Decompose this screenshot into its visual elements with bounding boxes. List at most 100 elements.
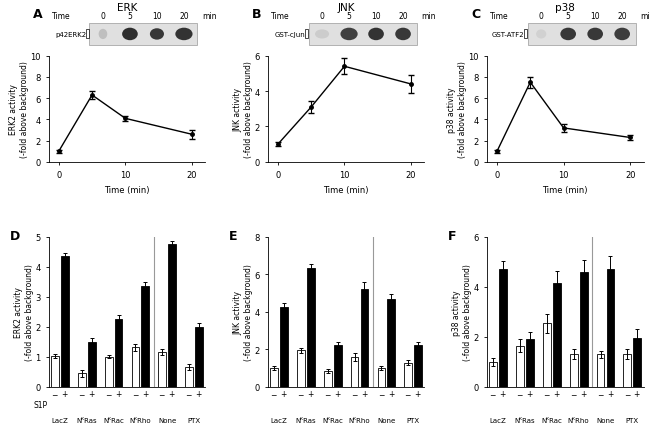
Bar xyxy=(489,362,497,387)
Y-axis label: JNK activity
(-fold above background): JNK activity (-fold above background) xyxy=(233,264,253,360)
Text: C: C xyxy=(471,8,480,22)
Text: NᴷRas: NᴷRas xyxy=(515,417,536,423)
Text: min: min xyxy=(421,12,436,21)
Bar xyxy=(623,355,631,387)
Text: PTX: PTX xyxy=(407,417,420,423)
Bar xyxy=(270,368,278,387)
Bar xyxy=(526,340,534,387)
Text: NᴷRac: NᴷRac xyxy=(322,417,343,423)
Text: E: E xyxy=(229,230,237,243)
Bar xyxy=(580,272,588,387)
X-axis label: Time (min): Time (min) xyxy=(104,185,150,194)
Bar xyxy=(195,327,203,387)
Text: NᴷRas: NᴷRas xyxy=(77,417,97,423)
Text: PTX: PTX xyxy=(626,417,639,423)
Text: 0: 0 xyxy=(539,12,543,21)
Ellipse shape xyxy=(341,29,358,41)
Bar xyxy=(305,31,308,40)
Text: 20: 20 xyxy=(179,12,188,21)
Text: Time: Time xyxy=(490,12,509,21)
Bar xyxy=(131,347,139,387)
Bar xyxy=(553,283,561,387)
Text: D: D xyxy=(10,230,20,243)
Bar xyxy=(378,368,385,387)
Text: NᴷRas: NᴷRas xyxy=(296,417,316,423)
Text: NᴷRho: NᴷRho xyxy=(129,417,151,423)
Bar xyxy=(597,355,604,387)
Text: GST-ATF2: GST-ATF2 xyxy=(492,32,525,38)
Title: p38: p38 xyxy=(555,3,575,13)
Bar xyxy=(159,353,166,387)
Bar xyxy=(90,24,198,46)
Bar xyxy=(86,31,89,40)
Bar xyxy=(309,24,417,46)
Text: Time: Time xyxy=(271,12,290,21)
Text: min: min xyxy=(202,12,216,21)
Text: NᴷRho: NᴷRho xyxy=(348,417,370,423)
Title: ERK: ERK xyxy=(117,3,137,13)
Y-axis label: ERK2 activity
(-fold above background): ERK2 activity (-fold above background) xyxy=(9,61,29,158)
Text: Time: Time xyxy=(52,12,70,21)
Text: LacZ: LacZ xyxy=(489,417,506,423)
Text: min: min xyxy=(640,12,650,21)
Ellipse shape xyxy=(614,29,630,41)
Text: GST-cJun: GST-cJun xyxy=(275,32,306,38)
Ellipse shape xyxy=(536,31,546,40)
Text: S1P: S1P xyxy=(33,400,47,409)
Bar xyxy=(51,356,59,387)
Bar xyxy=(414,345,422,387)
Ellipse shape xyxy=(560,29,576,41)
Ellipse shape xyxy=(150,29,164,40)
Text: 5: 5 xyxy=(346,12,352,21)
Bar xyxy=(307,268,315,387)
Y-axis label: p38 activity
(-fold above background): p38 activity (-fold above background) xyxy=(447,61,467,158)
Bar xyxy=(570,355,578,387)
X-axis label: Time (min): Time (min) xyxy=(543,185,588,194)
Ellipse shape xyxy=(395,29,411,41)
Text: None: None xyxy=(377,417,395,423)
Bar xyxy=(499,270,507,387)
Text: 10: 10 xyxy=(590,12,600,21)
Ellipse shape xyxy=(369,29,384,41)
Bar xyxy=(168,244,176,387)
Ellipse shape xyxy=(176,29,192,41)
X-axis label: Time (min): Time (min) xyxy=(324,185,369,194)
Bar xyxy=(528,24,636,46)
Bar xyxy=(297,350,305,387)
Bar xyxy=(114,319,122,387)
Text: 20: 20 xyxy=(618,12,627,21)
Text: F: F xyxy=(448,230,456,243)
Bar xyxy=(351,357,359,387)
Bar xyxy=(404,362,412,387)
Bar xyxy=(387,299,395,387)
Text: NᴷRho: NᴷRho xyxy=(568,417,590,423)
Text: NᴷRac: NᴷRac xyxy=(541,417,562,423)
Text: p42ERK2: p42ERK2 xyxy=(55,32,86,38)
Text: None: None xyxy=(596,417,615,423)
Bar xyxy=(361,290,369,387)
Bar xyxy=(543,323,551,387)
Y-axis label: ERK2 activity
(-fold above background): ERK2 activity (-fold above background) xyxy=(14,264,34,360)
Y-axis label: JNK activity
(-fold above background): JNK activity (-fold above background) xyxy=(233,61,253,158)
Text: LacZ: LacZ xyxy=(270,417,287,423)
Bar xyxy=(78,374,86,387)
Text: PTX: PTX xyxy=(187,417,201,423)
Text: B: B xyxy=(252,8,262,22)
Bar xyxy=(324,371,332,387)
Text: 0: 0 xyxy=(101,12,105,21)
Text: LacZ: LacZ xyxy=(51,417,68,423)
Bar xyxy=(524,31,527,40)
Bar xyxy=(633,338,641,387)
Bar xyxy=(142,287,150,387)
Bar xyxy=(606,270,614,387)
Y-axis label: p38 activity
(-fold above background): p38 activity (-fold above background) xyxy=(452,264,472,360)
Bar xyxy=(105,357,112,387)
Text: NᴷRac: NᴷRac xyxy=(103,417,124,423)
Text: 0: 0 xyxy=(320,12,324,21)
Text: 5: 5 xyxy=(127,12,133,21)
Text: 10: 10 xyxy=(371,12,381,21)
Ellipse shape xyxy=(315,31,329,40)
Text: None: None xyxy=(158,417,176,423)
Bar xyxy=(61,257,69,387)
Bar xyxy=(333,345,341,387)
